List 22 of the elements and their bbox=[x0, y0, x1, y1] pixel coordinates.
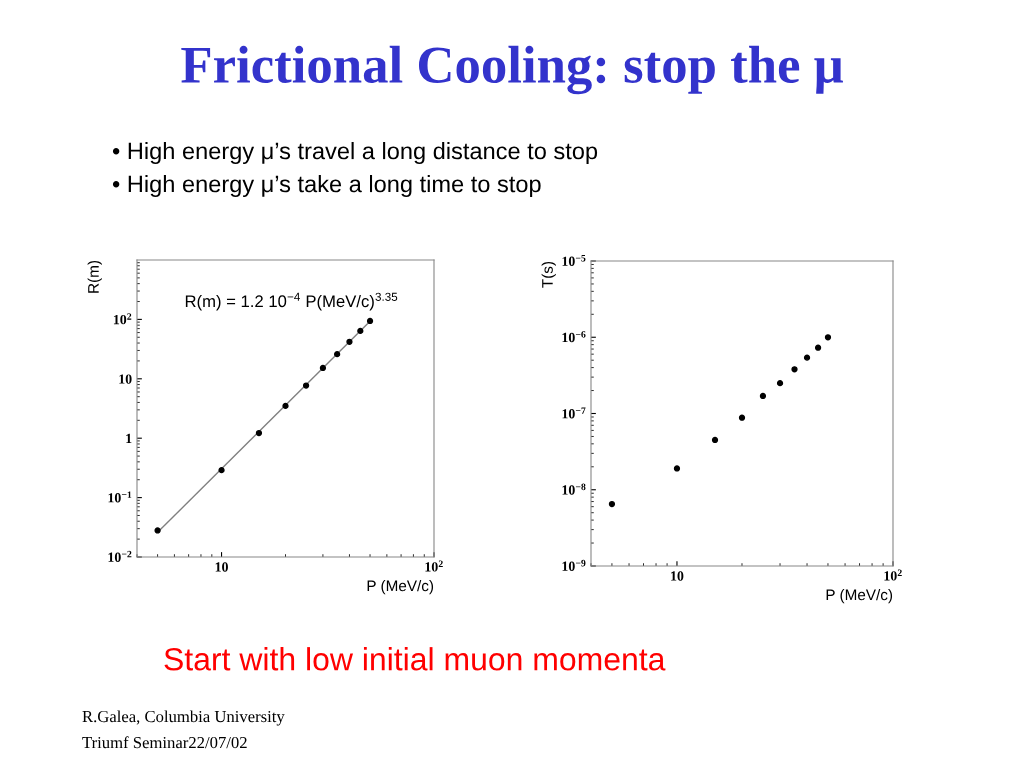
y-tick-label: 1 bbox=[126, 433, 132, 444]
annotation: R(m) = 1.2 10$^{−4}$ P(MeV/c)$^{3.35}$ bbox=[185, 292, 398, 311]
text: Frictional Cooling: stop the μ bbox=[181, 45, 843, 95]
x-axis-title: P (MeV/c) bbox=[367, 580, 434, 595]
y-tick-label: 10 bbox=[119, 374, 132, 384]
y-tick-label: 10$^{−7}$ bbox=[562, 407, 586, 419]
y-axis-title: R(m) bbox=[87, 260, 102, 293]
y-tick-label: 10$^{2}$ bbox=[113, 313, 132, 325]
y-tick-label: 10$^{−5}$ bbox=[562, 254, 586, 266]
y-tick-label: 10$^{−1}$ bbox=[108, 491, 132, 503]
y-tick-label: 10$^{−9}$ bbox=[562, 559, 586, 571]
text: Start with low initial muon momenta bbox=[164, 647, 666, 671]
y-tick-label: 10$^{−8}$ bbox=[562, 483, 586, 495]
text: Triumf Seminar22/07/02 bbox=[82, 736, 247, 749]
text: • High energy μ’s travel a long distance to stop bbox=[112, 141, 598, 164]
text: R.Galea, Columbia University bbox=[82, 710, 285, 726]
x-axis-title: P (MeV/c) bbox=[826, 589, 893, 604]
y-tick-label: 10$^{−2}$ bbox=[108, 550, 132, 562]
text: • High energy μ’s take a long time to stop bbox=[112, 175, 541, 197]
y-tick-label: 10$^{−6}$ bbox=[562, 331, 586, 343]
y-axis-title: T(s) bbox=[541, 261, 556, 288]
x-tick-label: 10$^{2}$ bbox=[884, 569, 902, 581]
